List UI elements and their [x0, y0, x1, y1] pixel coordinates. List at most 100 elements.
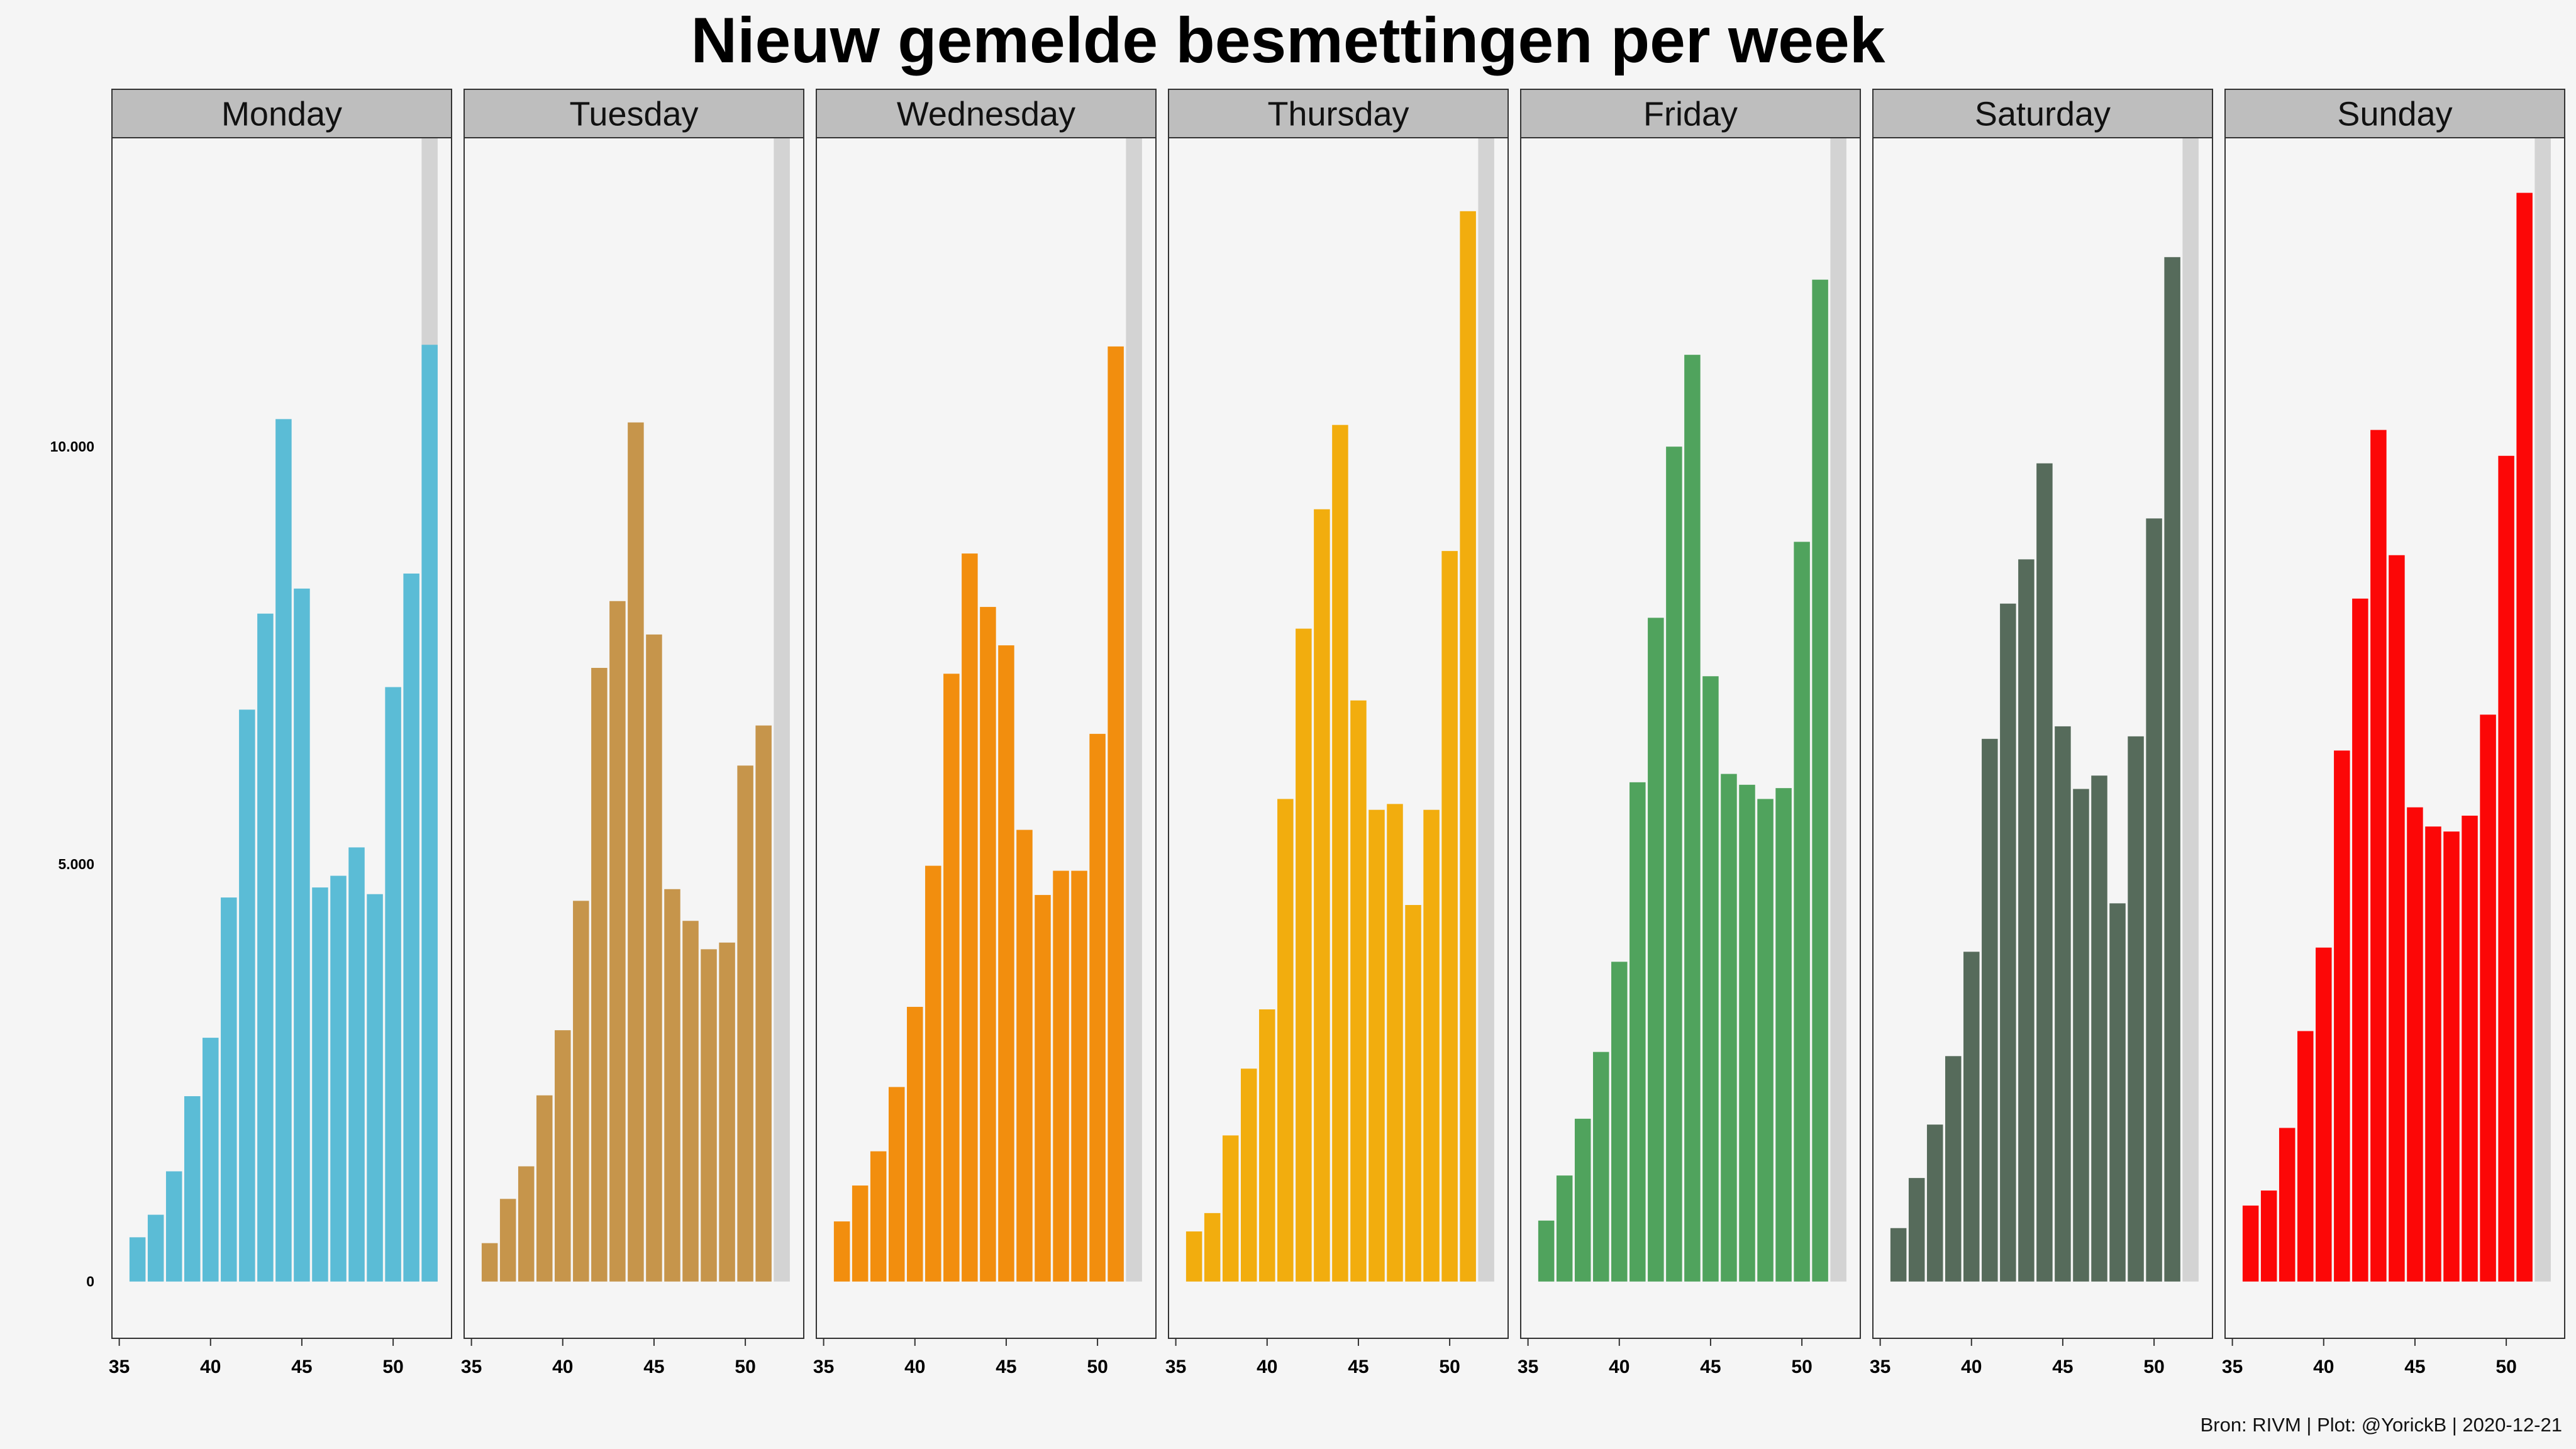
x-tick-label: 45: [291, 1357, 312, 1377]
bar-week-46: [1016, 830, 1033, 1282]
bar-week-37: [2260, 1191, 2277, 1282]
bar-week-36: [833, 1221, 850, 1282]
bar-week-37: [852, 1185, 869, 1282]
bar-week-40: [1259, 1009, 1275, 1282]
y-tick-label: 0: [86, 1274, 94, 1290]
bar-week-46: [1368, 809, 1385, 1282]
bar-week-39: [1592, 1052, 1609, 1282]
x-tick-label: 45: [996, 1357, 1016, 1377]
panel-border: [111, 137, 452, 1339]
bar-week-36: [1890, 1228, 1907, 1282]
bar-week-48: [2462, 815, 2478, 1282]
x-tick-label: 40: [1609, 1357, 1629, 1377]
facet-panel-monday: Monday 35 40 45 50: [109, 89, 452, 1377]
bar-week-52: [421, 345, 438, 1282]
bar-week-41: [221, 897, 237, 1282]
x-tick-label: 50: [735, 1357, 755, 1377]
facet-strip-label: Sunday: [2337, 96, 2452, 133]
bar-week-47: [2443, 831, 2460, 1282]
bar-week-46: [2073, 789, 2089, 1282]
panel-border: [1168, 137, 1509, 1339]
bar-week-50: [1794, 541, 1810, 1282]
bar-week-48: [1405, 905, 1421, 1282]
bar-week-45: [1702, 676, 1719, 1282]
bar-week-44: [628, 422, 644, 1282]
x-tick-label: 35: [1870, 1357, 1890, 1377]
bar-week-44: [275, 419, 292, 1282]
bar-week-44: [1684, 355, 1701, 1282]
bar-week-51: [403, 573, 419, 1282]
x-tick-label: 35: [1518, 1357, 1538, 1377]
bar-week-40: [2316, 947, 2332, 1282]
bar-week-39: [888, 1087, 905, 1282]
bar-week-41: [1982, 738, 1998, 1282]
x-tick-label: 45: [2052, 1357, 2073, 1377]
panel-border: [816, 137, 1157, 1339]
bar-week-40: [203, 1038, 219, 1282]
bar-week-37: [1204, 1213, 1221, 1282]
bar-week-44: [980, 607, 996, 1282]
bar-week-49: [719, 942, 735, 1282]
x-tick-label: 35: [109, 1357, 130, 1377]
bar-week-51: [1812, 279, 1828, 1282]
bar-week-43: [1314, 509, 1330, 1282]
facet-strip: [1168, 89, 1509, 138]
bar-week-38: [1574, 1118, 1591, 1282]
bar-week-50: [1441, 551, 1458, 1282]
bar-week-46: [312, 887, 328, 1282]
bar-week-38: [1926, 1124, 1943, 1282]
facet-strip-label: Friday: [1643, 96, 1738, 133]
bar-week-42: [1296, 628, 1312, 1282]
bar-week-45: [294, 588, 310, 1282]
x-tick-label: 50: [2496, 1357, 2516, 1377]
facet-panel-wednesday: Wednesday 35 40 45 50: [813, 89, 1157, 1377]
x-tick-label: 50: [1791, 1357, 1812, 1377]
bar-week-45: [646, 634, 662, 1282]
bar-week-42: [591, 667, 608, 1282]
facet-strip: [464, 89, 804, 138]
panel-border: [1520, 137, 1861, 1339]
bar-week-47: [1387, 804, 1403, 1282]
bar-week-51: [1108, 346, 1124, 1282]
bar-week-46: [664, 889, 680, 1282]
x-tick-label: 35: [1165, 1357, 1186, 1377]
bar-week-41: [2334, 750, 2350, 1282]
x-tick-label: 40: [1257, 1357, 1277, 1377]
bar-week-49: [367, 894, 383, 1282]
facet-strip-label: Wednesday: [897, 96, 1075, 133]
bar-week-37: [1908, 1178, 1925, 1282]
bar-week-51: [1460, 211, 1476, 1282]
facet-panel-friday: Friday 35 40 45 50: [1518, 89, 1861, 1377]
bar-week-46: [1721, 774, 1737, 1282]
bar-week-45: [2055, 726, 2071, 1282]
incomplete-week-band: [2182, 138, 2199, 1282]
bar-week-43: [962, 553, 978, 1282]
bar-week-50: [2498, 455, 2514, 1282]
facet-strip: [1520, 89, 1861, 138]
bar-week-49: [1071, 870, 1087, 1282]
bar-week-38: [1222, 1135, 1239, 1282]
bar-week-42: [943, 674, 960, 1282]
bar-week-39: [1240, 1069, 1257, 1282]
bar-week-47: [1035, 895, 1051, 1282]
bar-week-45: [998, 645, 1014, 1282]
bar-week-40: [555, 1030, 571, 1282]
panel-border: [2224, 137, 2565, 1339]
bar-week-49: [2128, 736, 2144, 1282]
y-tick-label: 10.000: [50, 438, 94, 455]
bar-week-48: [2109, 903, 2126, 1282]
bar-week-48: [701, 949, 717, 1282]
x-tick-label: 50: [382, 1357, 403, 1377]
bar-week-38: [2279, 1128, 2296, 1282]
x-tick-label: 45: [1700, 1357, 1721, 1377]
bar-week-39: [536, 1095, 553, 1282]
facet-strip: [111, 89, 452, 138]
bar-week-41: [1629, 782, 1646, 1282]
bar-week-43: [2018, 559, 2035, 1282]
bar-week-49: [2480, 714, 2496, 1282]
x-tick-label: 40: [904, 1357, 925, 1377]
chart-title: Nieuw gemelde besmettingen per week: [691, 4, 1885, 76]
x-tick-label: 40: [1961, 1357, 1982, 1377]
bar-week-37: [147, 1214, 164, 1282]
